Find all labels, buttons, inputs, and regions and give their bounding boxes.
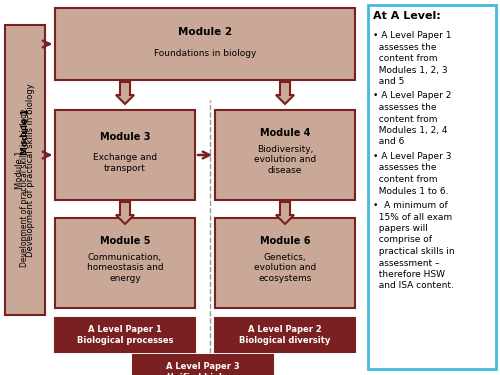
Text: Module 3: Module 3 bbox=[100, 132, 150, 142]
Text: Module 6: Module 6 bbox=[260, 236, 310, 246]
Text: Module 1: Module 1 bbox=[20, 109, 30, 155]
Text: Module 4: Module 4 bbox=[260, 128, 310, 138]
Bar bbox=[55, 8, 355, 80]
Polygon shape bbox=[276, 82, 294, 104]
Polygon shape bbox=[116, 82, 134, 104]
Text: At A Level:: At A Level: bbox=[373, 11, 441, 21]
Text: 15% of all exam: 15% of all exam bbox=[373, 213, 452, 222]
Text: and 5: and 5 bbox=[373, 77, 404, 86]
Text: Modules 1 to 6.: Modules 1 to 6. bbox=[373, 186, 448, 195]
Text: assesses the: assesses the bbox=[373, 103, 436, 112]
Text: and 6: and 6 bbox=[373, 138, 404, 147]
Text: Module 1
Development of practical skills in biology: Module 1 Development of practical skills… bbox=[16, 83, 34, 257]
Text: A Level Paper 2
Biological diversity: A Level Paper 2 Biological diversity bbox=[240, 325, 330, 345]
Text: practical skills in: practical skills in bbox=[373, 247, 454, 256]
Text: assessment –: assessment – bbox=[373, 258, 440, 267]
Text: Communication,
homeostasis and
energy: Communication, homeostasis and energy bbox=[86, 253, 164, 283]
Text: assesses the: assesses the bbox=[373, 42, 436, 51]
Text: and ISA content.: and ISA content. bbox=[373, 282, 454, 291]
Text: content from: content from bbox=[373, 114, 438, 123]
Bar bbox=[215, 318, 355, 352]
Text: assesses the: assesses the bbox=[373, 164, 436, 172]
Text: comprise of: comprise of bbox=[373, 236, 432, 244]
Text: A Level Paper 1
Biological processes: A Level Paper 1 Biological processes bbox=[77, 325, 174, 345]
Text: Foundations in biology: Foundations in biology bbox=[154, 50, 256, 58]
Text: Modules 1, 2, 3: Modules 1, 2, 3 bbox=[373, 66, 448, 75]
Text: Module 5: Module 5 bbox=[100, 236, 150, 246]
Bar bbox=[133, 355, 273, 375]
Text: Genetics,
evolution and
ecosystems: Genetics, evolution and ecosystems bbox=[254, 253, 316, 283]
Text: content from: content from bbox=[373, 175, 438, 184]
Text: Modules 1, 2, 4: Modules 1, 2, 4 bbox=[373, 126, 448, 135]
Text: •  A minimum of: • A minimum of bbox=[373, 201, 448, 210]
Text: • A Level Paper 3: • A Level Paper 3 bbox=[373, 152, 452, 161]
Text: Exchange and
transport: Exchange and transport bbox=[93, 153, 157, 173]
Polygon shape bbox=[276, 202, 294, 224]
Bar bbox=[55, 110, 195, 200]
Bar bbox=[368, 5, 496, 369]
Bar bbox=[215, 110, 355, 200]
Bar bbox=[215, 218, 355, 308]
Text: Module 2: Module 2 bbox=[178, 27, 232, 37]
Polygon shape bbox=[116, 202, 134, 224]
Bar bbox=[55, 318, 195, 352]
Text: • A Level Paper 1: • A Level Paper 1 bbox=[373, 31, 452, 40]
Text: content from: content from bbox=[373, 54, 438, 63]
Text: Development of practical skills in biology: Development of practical skills in biolo… bbox=[20, 109, 30, 267]
Text: A Level Paper 3
Unified biology: A Level Paper 3 Unified biology bbox=[166, 362, 240, 375]
Text: • A Level Paper 2: • A Level Paper 2 bbox=[373, 92, 452, 100]
Text: papers will: papers will bbox=[373, 224, 428, 233]
Text: Biodiversity,
evolution and
disease: Biodiversity, evolution and disease bbox=[254, 145, 316, 175]
Bar bbox=[55, 218, 195, 308]
Bar bbox=[5, 25, 45, 315]
Text: therefore HSW: therefore HSW bbox=[373, 270, 445, 279]
